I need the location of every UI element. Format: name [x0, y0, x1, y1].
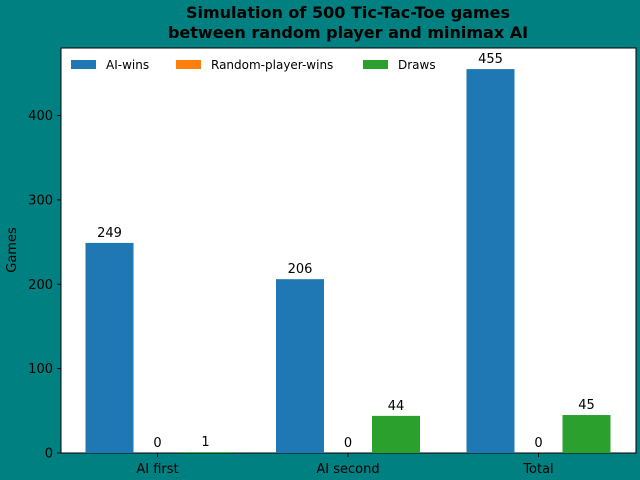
data-label: 45: [578, 398, 595, 413]
y-tick-label: 400: [28, 109, 53, 124]
bar-ai-wins-0: [85, 242, 134, 453]
x-tick-label: Total: [522, 462, 553, 477]
legend: AI-wins Random-player-wins Draws: [71, 58, 436, 72]
legend-label-draws: Draws: [398, 58, 436, 72]
legend-label-ai-wins: AI-wins: [106, 58, 149, 72]
y-tick-label: 200: [28, 278, 53, 293]
y-axis: 0 100 200 300 400: [28, 109, 61, 462]
plot-area: [60, 47, 637, 454]
data-label: 0: [534, 436, 542, 451]
x-tick-label: AI first: [136, 462, 178, 477]
data-label: 0: [153, 436, 161, 451]
bar-draws-0: [181, 452, 230, 453]
data-label: 249: [97, 226, 122, 241]
legend-swatch-draws: [363, 60, 388, 69]
chart-title-line-2: between random player and minimax AI: [168, 23, 528, 42]
data-label: 1: [201, 435, 209, 450]
bar-draws-1: [372, 415, 420, 453]
data-label: 206: [288, 262, 313, 277]
bar-draws-2: [562, 415, 611, 453]
data-labels-group: 249 206 455 0 0 0 1 44 45: [97, 52, 595, 451]
x-tick-label: AI second: [316, 462, 379, 477]
chart-title-line-1: Simulation of 500 Tic-Tac-Toe games: [186, 3, 510, 22]
data-label: 0: [344, 436, 352, 451]
legend-swatch-ai-wins: [71, 60, 96, 69]
bar-ai-wins-2: [466, 69, 515, 453]
y-axis-label: Games: [5, 227, 20, 273]
y-tick-label: 100: [28, 362, 53, 377]
legend-swatch-random-player-wins: [176, 60, 201, 69]
legend-label-random-player-wins: Random-player-wins: [211, 58, 333, 72]
data-label: 44: [388, 399, 405, 414]
bars-group: [85, 69, 611, 453]
y-tick-label: 0: [45, 447, 53, 462]
y-tick-label: 300: [28, 193, 53, 208]
x-axis: AI first AI second Total: [136, 453, 554, 477]
bar-ai-wins-1: [276, 279, 324, 453]
data-label: 455: [478, 52, 503, 67]
